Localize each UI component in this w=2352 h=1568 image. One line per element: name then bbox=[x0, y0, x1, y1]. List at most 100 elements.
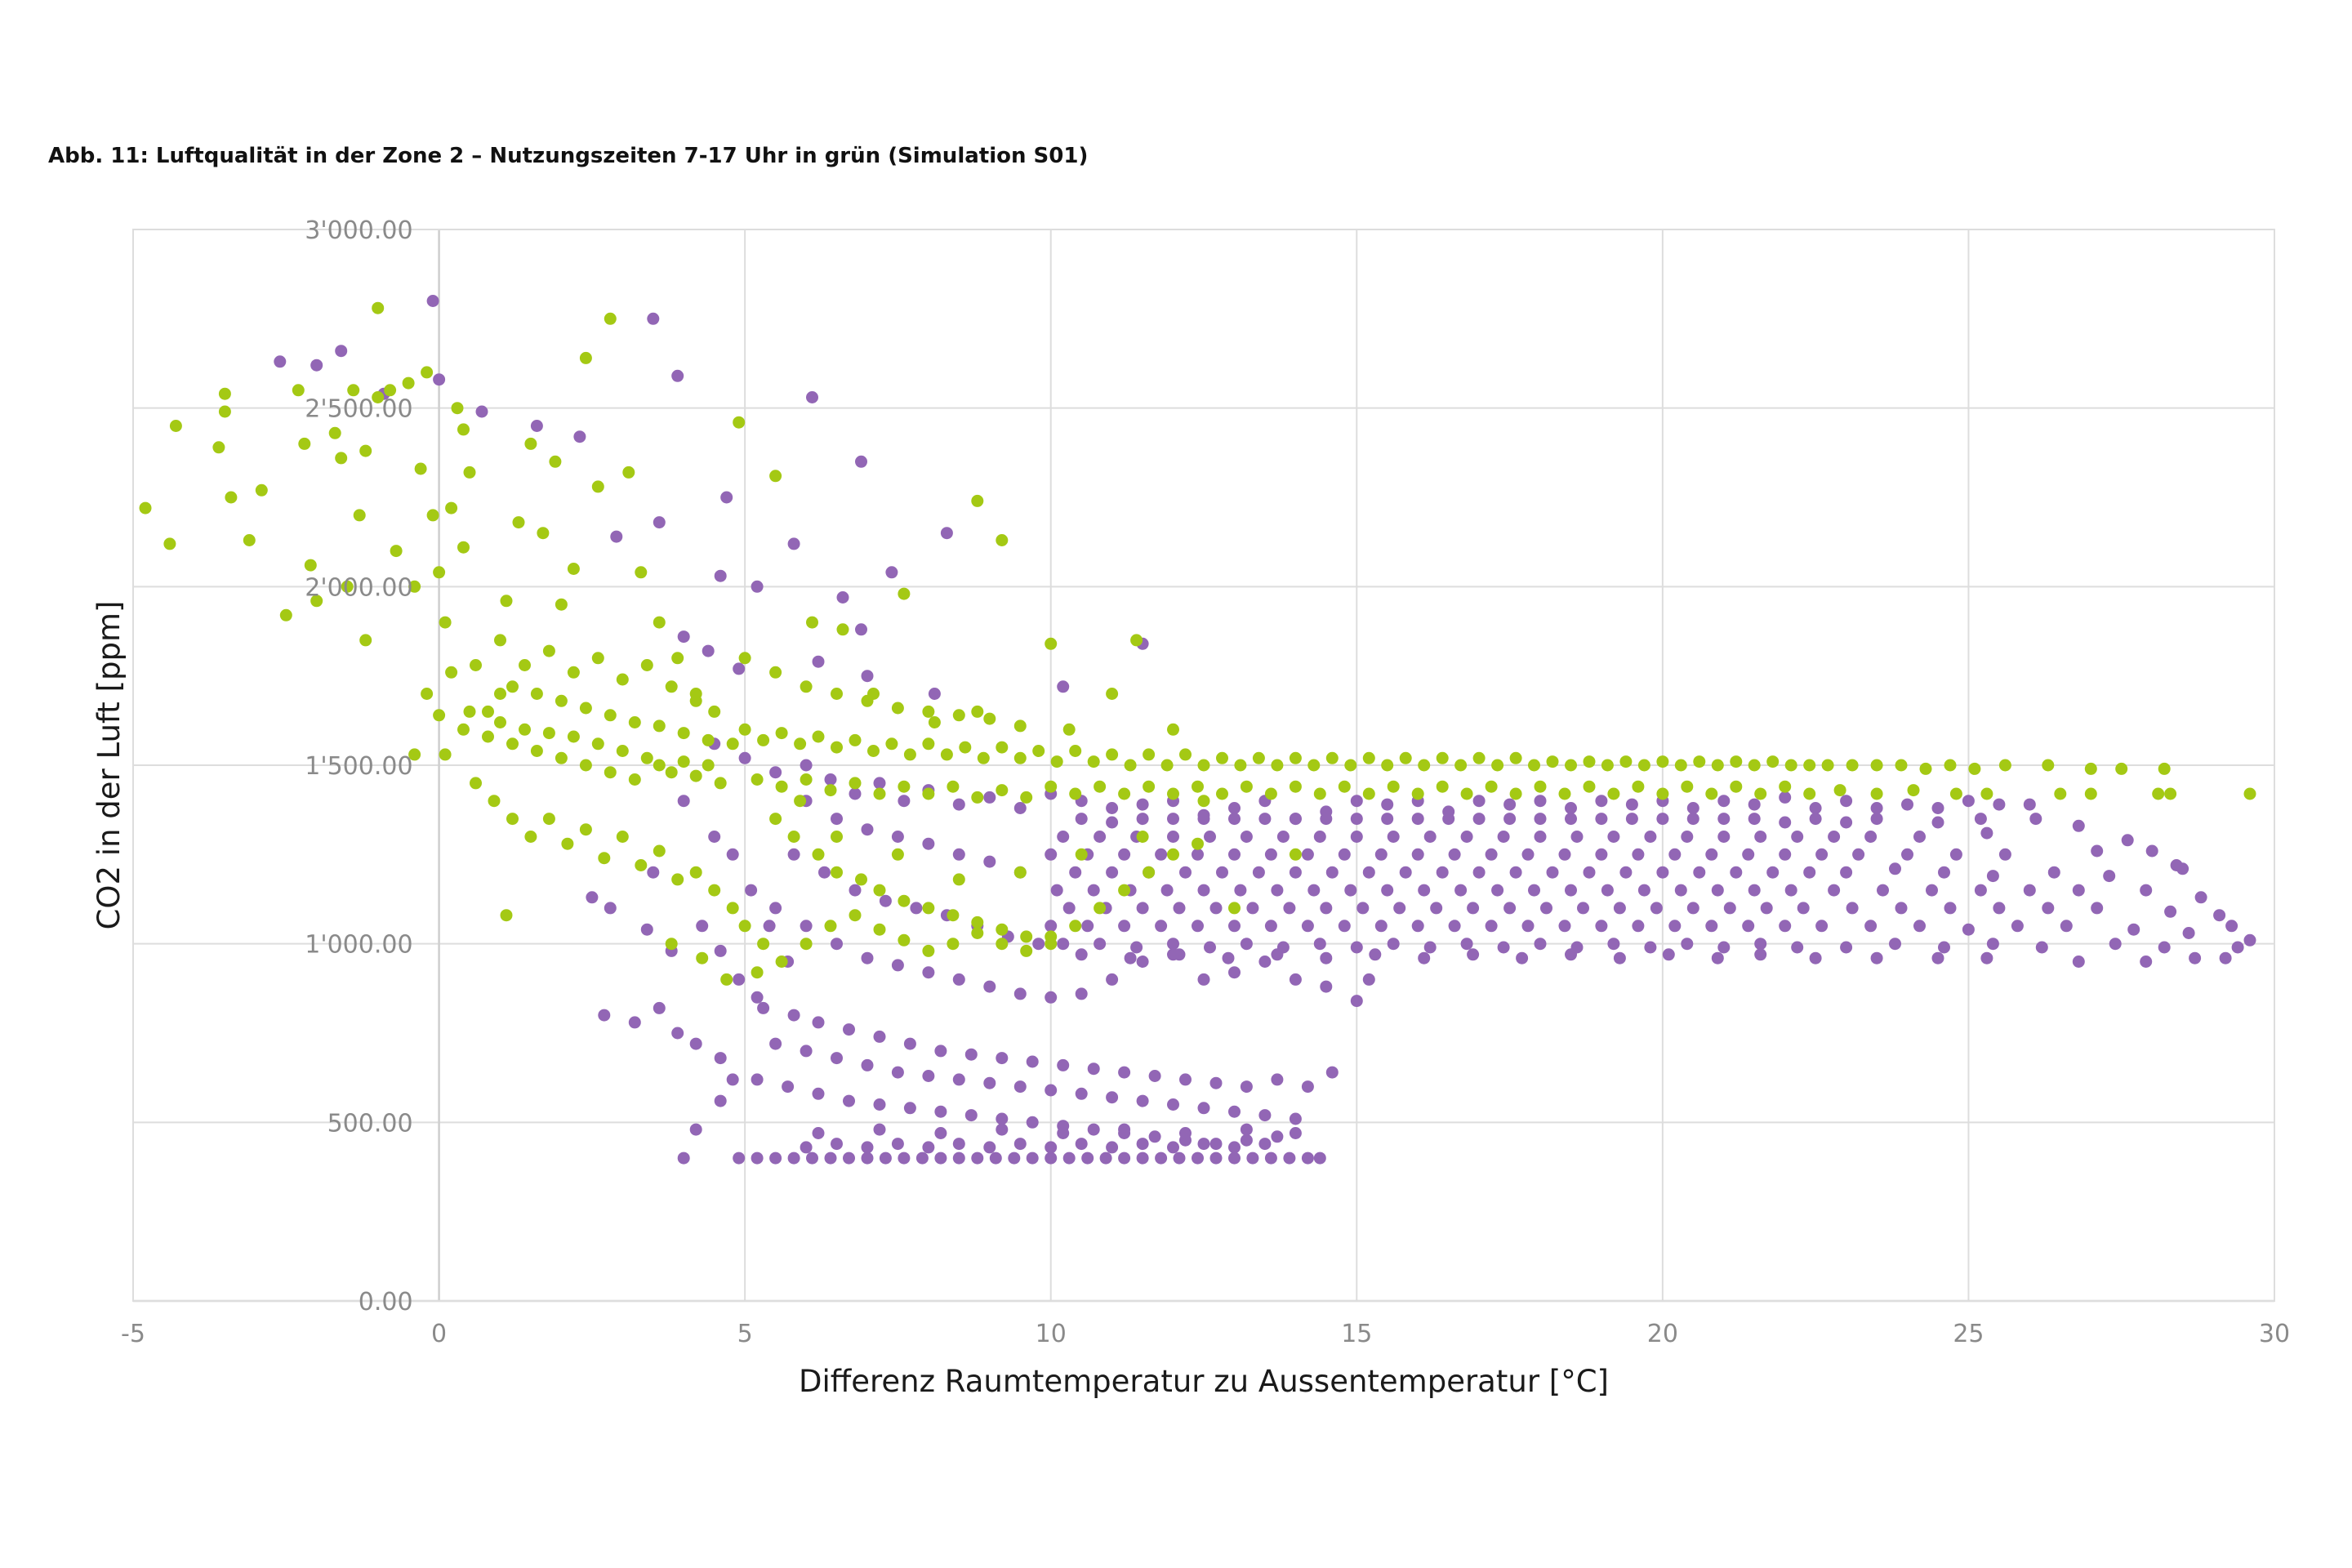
data-point bbox=[1632, 780, 1645, 793]
data-point bbox=[1974, 813, 1987, 826]
data-point bbox=[720, 973, 733, 986]
data-point bbox=[1686, 902, 1699, 915]
data-point bbox=[1081, 920, 1094, 933]
data-point bbox=[212, 441, 225, 454]
data-point bbox=[952, 1073, 965, 1086]
data-point bbox=[1075, 848, 1088, 861]
data-point bbox=[1803, 787, 1816, 800]
data-point bbox=[757, 938, 770, 951]
data-point bbox=[714, 777, 727, 790]
data-point bbox=[1160, 759, 1174, 772]
data-point bbox=[922, 737, 935, 751]
data-point bbox=[2243, 933, 2256, 947]
data-point bbox=[891, 848, 904, 861]
data-point bbox=[1338, 780, 1351, 793]
data-point bbox=[402, 376, 415, 390]
data-point bbox=[1240, 831, 1253, 843]
data-point bbox=[1980, 951, 1993, 964]
data-point bbox=[1779, 791, 1792, 804]
data-point bbox=[1045, 780, 1058, 793]
data-point bbox=[1289, 813, 1302, 826]
data-point bbox=[1418, 951, 1431, 964]
data-point bbox=[421, 688, 434, 700]
data-point bbox=[1980, 787, 1993, 800]
data-point bbox=[891, 1066, 904, 1079]
data-point bbox=[922, 902, 935, 915]
data-point bbox=[1986, 870, 1999, 883]
data-point bbox=[1583, 780, 1596, 793]
data-point bbox=[1901, 798, 1913, 811]
data-point bbox=[2243, 787, 2256, 800]
data-point bbox=[922, 705, 935, 718]
data-point bbox=[414, 462, 427, 475]
data-point bbox=[1179, 1073, 1192, 1086]
data-point bbox=[353, 509, 366, 522]
data-point bbox=[812, 655, 825, 668]
data-point bbox=[1240, 1123, 1253, 1136]
data-point bbox=[1509, 751, 1522, 764]
data-point bbox=[1613, 902, 1626, 915]
data-point bbox=[1057, 680, 1070, 693]
data-point bbox=[1399, 866, 1412, 879]
data-point bbox=[279, 608, 292, 621]
data-point bbox=[1325, 751, 1339, 764]
plot-frame bbox=[132, 229, 2275, 1302]
data-point bbox=[1613, 951, 1626, 964]
data-point bbox=[1870, 951, 1883, 964]
data-point bbox=[1192, 780, 1204, 793]
data-point bbox=[524, 831, 537, 843]
data-point bbox=[1313, 787, 1326, 800]
data-point bbox=[1167, 723, 1179, 736]
data-point bbox=[1565, 948, 1577, 961]
data-point bbox=[1430, 902, 1443, 915]
data-point bbox=[1143, 780, 1156, 793]
data-point bbox=[1271, 1073, 1284, 1086]
data-point bbox=[1705, 848, 1718, 861]
data-point bbox=[457, 423, 470, 436]
data-point bbox=[482, 705, 494, 718]
data-point bbox=[775, 956, 788, 968]
data-point bbox=[1228, 902, 1241, 915]
data-point bbox=[1381, 813, 1394, 826]
data-point bbox=[1204, 831, 1216, 843]
data-point bbox=[800, 938, 813, 951]
data-point bbox=[1307, 884, 1321, 897]
data-point bbox=[1521, 848, 1535, 861]
data-point bbox=[1686, 813, 1699, 826]
data-point bbox=[714, 1052, 727, 1065]
data-point bbox=[347, 384, 360, 397]
data-point bbox=[751, 580, 764, 593]
data-point bbox=[451, 402, 464, 415]
data-point bbox=[1075, 813, 1088, 826]
data-point bbox=[1730, 780, 1743, 793]
data-point bbox=[1075, 1138, 1088, 1151]
data-point bbox=[794, 737, 807, 751]
data-point bbox=[1350, 795, 1363, 808]
data-point bbox=[1779, 848, 1792, 861]
data-point bbox=[983, 855, 996, 868]
data-point bbox=[1625, 813, 1638, 826]
data-point bbox=[408, 580, 421, 593]
data-point bbox=[1717, 813, 1731, 826]
data-point bbox=[1619, 866, 1633, 879]
data-point bbox=[1271, 1130, 1284, 1143]
data-point bbox=[2127, 923, 2140, 936]
data-point bbox=[843, 1023, 855, 1036]
data-point bbox=[1760, 902, 1773, 915]
data-point bbox=[359, 444, 372, 457]
data-point bbox=[335, 452, 348, 465]
data-point bbox=[1693, 866, 1706, 879]
data-point bbox=[934, 1105, 947, 1118]
data-point bbox=[1045, 1141, 1058, 1154]
data-point bbox=[726, 737, 739, 751]
data-point bbox=[1448, 920, 1461, 933]
data-point bbox=[1106, 1141, 1119, 1154]
data-point bbox=[1094, 831, 1107, 843]
data-point bbox=[1546, 755, 1559, 768]
data-point bbox=[1472, 751, 1486, 764]
data-point bbox=[1546, 866, 1559, 879]
data-point bbox=[530, 420, 543, 432]
data-point bbox=[2103, 870, 2116, 883]
data-point bbox=[1240, 938, 1253, 951]
data-point bbox=[1289, 848, 1302, 861]
